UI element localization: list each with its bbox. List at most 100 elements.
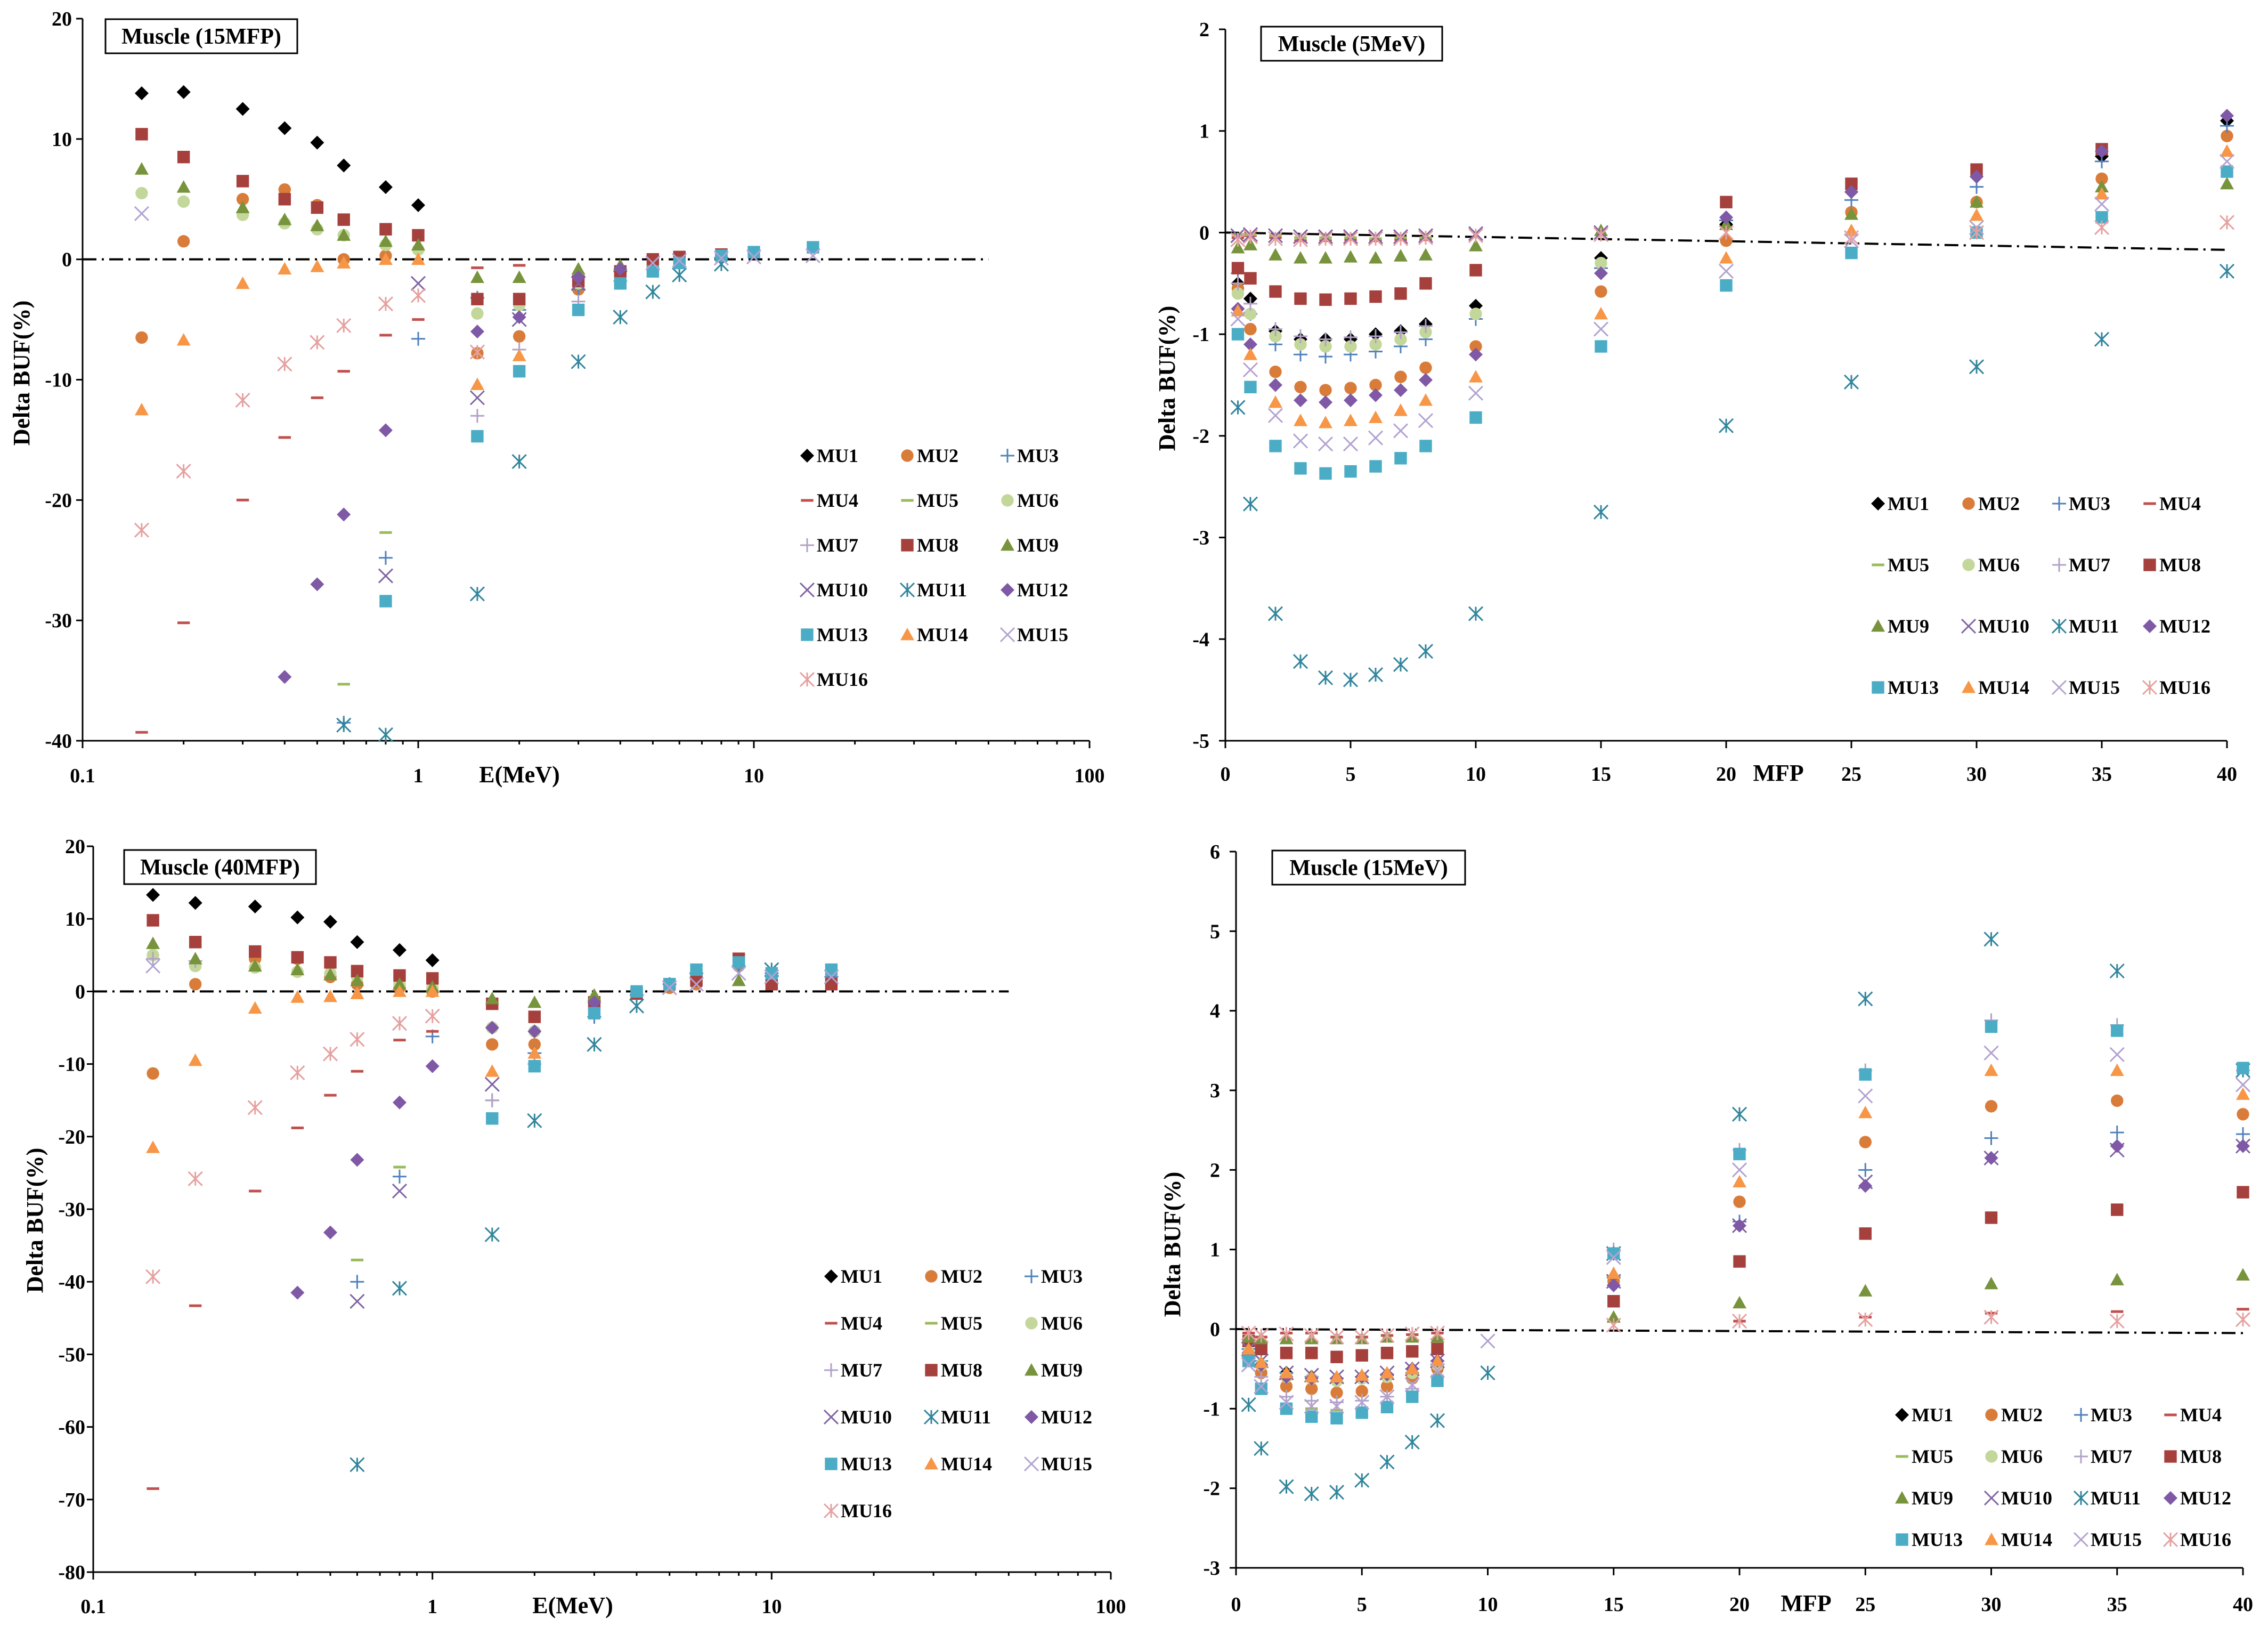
data-point-mu2	[236, 193, 249, 206]
data-point-mu8	[1319, 293, 1332, 306]
data-point-mu13	[572, 303, 585, 317]
data-point-mu12	[587, 995, 601, 1009]
legend-label-mu15: MU15	[2069, 677, 2120, 698]
data-point-mu13	[379, 595, 392, 608]
y-tick-label: 3	[1210, 1080, 1220, 1102]
data-point-mu4	[311, 396, 324, 399]
data-point-mu16	[1429, 1325, 1445, 1341]
legend-label-mu7: MU7	[817, 535, 858, 556]
data-point-mu16	[392, 1016, 408, 1031]
data-point-mu14	[1279, 1366, 1294, 1379]
data-point-mu14	[1241, 1342, 1256, 1355]
data-point-mu8	[1380, 1347, 1394, 1359]
y-tick-label: -3	[1192, 527, 1209, 549]
data-point-mu9	[323, 968, 338, 981]
x-tick-label: 0	[1221, 763, 1231, 786]
legend-marker-mu14	[1962, 681, 1976, 693]
data-point-mu16	[1241, 1325, 1256, 1341]
data-point-mu12	[1984, 1151, 1998, 1165]
y-tick-label: -4	[1192, 628, 1209, 651]
legend-marker-mu13	[1896, 1533, 1908, 1546]
series-mu7	[1231, 276, 1433, 346]
data-point-mu16	[1858, 1312, 1873, 1327]
data-point-mu9	[1858, 1284, 1873, 1297]
data-point-mu13	[1431, 1374, 1444, 1387]
legend-label-mu9: MU9	[1041, 1359, 1083, 1381]
legend-marker-mu14	[924, 1457, 938, 1470]
data-point-mu1	[337, 158, 351, 173]
series-mu1	[146, 888, 440, 967]
legend-label-mu7: MU7	[2069, 554, 2110, 576]
x-tick-label: 10	[744, 765, 764, 787]
data-point-mu16	[1969, 225, 1985, 240]
data-point-mu1	[146, 888, 160, 902]
data-point-mu9	[392, 977, 407, 990]
legend-label-mu12: MU12	[1017, 579, 1068, 601]
data-point-mu12	[350, 1153, 364, 1167]
data-point-mu16	[1718, 225, 1734, 240]
x-tick-label: 1	[427, 1596, 437, 1618]
data-point-mu4	[379, 334, 392, 337]
legend-label-mu14: MU14	[2001, 1529, 2052, 1550]
data-point-mu14	[2110, 1063, 2124, 1076]
y-tick-label: -1	[1192, 323, 1209, 346]
data-point-mu13	[614, 277, 627, 290]
data-point-mu9	[1243, 238, 1257, 250]
data-point-mu13	[1269, 440, 1282, 452]
data-point-mu4	[324, 1094, 337, 1097]
x-tick-label: 10	[761, 1596, 782, 1618]
series-mu12	[290, 995, 601, 1300]
data-point-mu4	[278, 436, 291, 439]
data-point-mu12	[2095, 144, 2109, 158]
data-point-mu8	[379, 223, 392, 236]
data-point-mu4	[2237, 1308, 2249, 1311]
data-point-mu1	[411, 198, 425, 213]
data-point-mu2	[135, 331, 148, 344]
data-point-mu11	[484, 1227, 500, 1242]
legend-label-mu6: MU6	[1978, 554, 2020, 576]
data-point-mu12	[1369, 388, 1383, 402]
data-point-mu2	[278, 183, 291, 196]
legend-marker-mu11	[2051, 618, 2067, 634]
x-tick-label: 0.1	[80, 1596, 106, 1618]
data-point-mu14	[411, 252, 425, 265]
data-point-mu8	[324, 956, 337, 969]
data-point-mu12	[1319, 395, 1332, 409]
chart-title-text-4: Muscle (15MeV)	[1289, 856, 1448, 880]
data-point-mu12	[392, 1095, 407, 1110]
data-point-mu9	[134, 162, 149, 175]
legend-label-mu14: MU14	[941, 1453, 992, 1475]
data-point-mu9	[1319, 251, 1332, 264]
data-point-mu15	[805, 248, 821, 263]
legend-marker-mu8	[901, 539, 914, 552]
data-point-mu11	[629, 998, 645, 1014]
data-point-mu13	[630, 985, 643, 998]
data-point-mu9	[1984, 1276, 1998, 1290]
y-axis-title-3: Delta BUF(%)	[22, 1148, 48, 1293]
data-point-mu14	[527, 1046, 542, 1059]
legend-marker-mu3	[2052, 497, 2066, 511]
data-point-mu9	[176, 180, 191, 193]
data-point-mu3	[2110, 1126, 2124, 1140]
data-point-mu15	[662, 980, 677, 995]
data-point-mu1	[278, 121, 292, 135]
data-point-mu16	[145, 1269, 161, 1284]
legend-marker-mu10	[1984, 1490, 1999, 1506]
legend-label-mu10: MU10	[841, 1406, 892, 1428]
data-point-mu13	[1733, 1147, 1746, 1161]
chart-title-1: Muscle (15MFP)	[104, 18, 298, 54]
data-point-mu11	[645, 284, 661, 300]
data-point-mu13	[732, 956, 745, 969]
data-point-mu15	[1318, 436, 1334, 452]
data-point-mu12	[1419, 373, 1433, 387]
legend-marker-mu2	[925, 1270, 938, 1283]
data-point-mu2	[1733, 1195, 1746, 1208]
y-tick-label: 20	[65, 836, 85, 858]
legend-marker-mu14	[900, 628, 914, 641]
series-mu14	[1231, 144, 2234, 428]
data-point-mu1	[176, 85, 191, 99]
data-point-mu16	[2219, 215, 2235, 230]
data-point-mu8	[646, 253, 660, 266]
legend-label-mu16: MU16	[817, 669, 868, 690]
data-point-mu14	[146, 1140, 160, 1153]
